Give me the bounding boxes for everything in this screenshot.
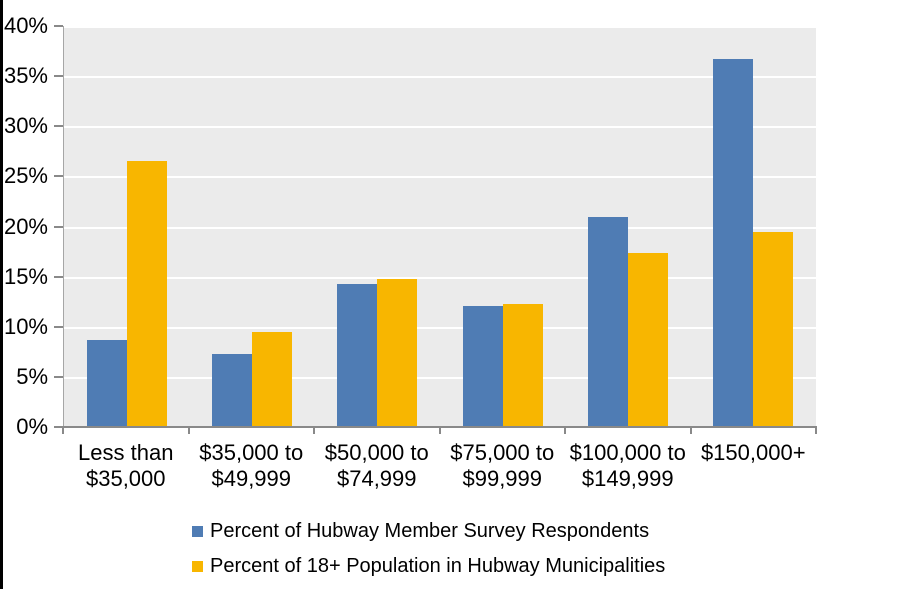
x-category-label-0: Less than $35,000 — [63, 440, 189, 492]
bar-series1-cat1 — [251, 331, 292, 427]
legend: Percent of Hubway Member Survey Responde… — [192, 514, 665, 584]
category-group-1 — [189, 26, 314, 427]
x-tick-mark-1 — [187, 428, 190, 434]
bar-series1-cat5 — [753, 231, 794, 427]
x-category-label-4-line1: $149,999 — [581, 466, 674, 491]
y-tick-label-0: 0% — [16, 414, 48, 439]
x-tick-mark-0 — [62, 428, 64, 434]
x-tick-mark-4 — [564, 428, 566, 434]
bar-series0-cat3 — [462, 305, 503, 427]
plot-area — [63, 26, 816, 427]
bar-series1-cat4 — [627, 252, 668, 427]
x-category-label-1: $35,000 to $49,999 — [189, 440, 315, 492]
x-category-label-0-line1: $35,000 — [85, 466, 166, 491]
x-tick-mark-3 — [438, 428, 441, 434]
legend-label-1: Percent of 18+ Population in Hubway Muni… — [210, 555, 666, 577]
y-tick-label-35: 35% — [3, 63, 48, 89]
category-group-0 — [64, 26, 189, 427]
x-category-label-1-line0: $35,000 to — [199, 440, 304, 465]
bar-series1-cat0 — [126, 161, 167, 427]
x-tick-mark-6 — [815, 428, 817, 434]
gridline-5 — [64, 376, 816, 379]
gridline-15 — [64, 276, 816, 279]
x-category-label-4-line0: $100,000 to — [569, 440, 686, 465]
bar-series1-cat2 — [377, 278, 418, 427]
legend-item-0: Percent of Hubway Member Survey Responde… — [192, 514, 665, 549]
x-tick-mark-5 — [689, 428, 692, 434]
category-group-4 — [565, 26, 690, 427]
gridline-40 — [64, 26, 816, 28]
bar-series0-cat1 — [211, 353, 252, 427]
y-tick-mark-20 — [54, 225, 63, 228]
x-category-label-1-line1: $49,999 — [211, 466, 292, 491]
bar-series0-cat2 — [337, 283, 378, 427]
x-category-label-4: $100,000 to $149,999 — [565, 440, 691, 492]
x-axis-labels: Less than $35,000 $35,000 to $49,999 $50,000… — [63, 440, 816, 492]
y-tick-mark-0 — [54, 426, 63, 428]
x-axis-line — [62, 426, 817, 428]
x-category-label-3-line0: $75,000 to — [450, 440, 555, 465]
x-category-label-2-line1: $74,999 — [336, 466, 417, 491]
bars-container — [64, 26, 816, 427]
bar-series0-cat0 — [86, 339, 127, 427]
category-group-5 — [691, 26, 816, 427]
x-category-label-0-line0: Less than — [78, 440, 174, 465]
bar-series0-cat4 — [587, 216, 628, 427]
y-tick-label-20: 20% — [3, 213, 48, 239]
y-tick-label-25: 25% — [3, 163, 48, 189]
x-category-label-2: $50,000 to $74,999 — [314, 440, 440, 492]
x-category-label-5: $150,000+ — [691, 440, 817, 492]
y-tick-mark-40 — [54, 25, 63, 27]
category-group-2 — [315, 26, 440, 427]
legend-item-1: Percent of 18+ Population in Hubway Muni… — [192, 549, 665, 584]
left-border-line — [0, 0, 3, 589]
gridline-10 — [64, 326, 816, 329]
y-tick-mark-30 — [54, 125, 63, 128]
y-tick-label-40: 40% — [3, 13, 48, 38]
x-category-label-5-line0: $150,000+ — [700, 440, 806, 465]
legend-swatch-icon — [192, 561, 203, 572]
gridline-30 — [64, 126, 816, 129]
y-tick-label-10: 10% — [3, 313, 48, 339]
y-tick-mark-25 — [54, 175, 63, 178]
gridline-25 — [64, 176, 816, 179]
y-tick-mark-35 — [54, 75, 63, 78]
x-tick-mark-2 — [313, 428, 315, 434]
x-category-label-3: $75,000 to $99,999 — [440, 440, 566, 492]
x-category-label-3-line1: $99,999 — [462, 466, 543, 491]
x-category-label-2-line0: $50,000 to — [324, 440, 429, 465]
legend-label-0: Percent of Hubway Member Survey Responde… — [210, 520, 650, 542]
y-tick-label-15: 15% — [3, 263, 48, 289]
y-tick-label-30: 30% — [3, 113, 48, 139]
bar-series1-cat3 — [502, 303, 543, 427]
y-tick-mark-5 — [54, 375, 63, 378]
legend-swatch-icon — [192, 526, 203, 537]
y-tick-mark-15 — [54, 275, 63, 278]
gridline-35 — [64, 76, 816, 79]
gridline-20 — [64, 226, 816, 229]
y-tick-label-5: 5% — [16, 363, 48, 389]
category-group-3 — [440, 26, 565, 427]
bar-series0-cat5 — [713, 59, 754, 427]
y-tick-mark-10 — [54, 325, 63, 328]
